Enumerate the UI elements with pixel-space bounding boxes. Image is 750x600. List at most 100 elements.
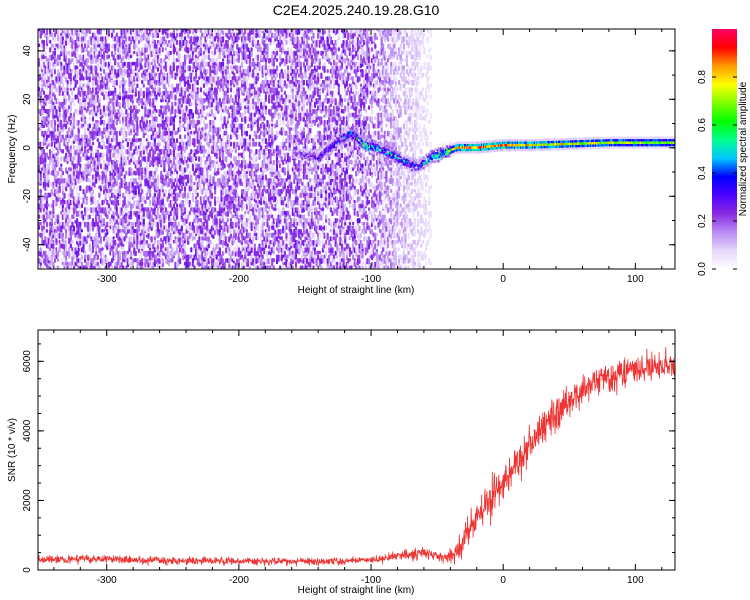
- noise-cell: [42, 90, 45, 95]
- noise-cell: [182, 39, 185, 47]
- noise-cell: [50, 69, 53, 75]
- noise-cell: [215, 152, 218, 159]
- noise-cell: [63, 94, 66, 100]
- noise-cell: [42, 225, 45, 230]
- noise-cell: [169, 218, 172, 222]
- noise-cell: [60, 258, 63, 263]
- noise-cell: [179, 123, 182, 130]
- noise-cell: [79, 258, 82, 264]
- noise-cell: [139, 87, 142, 92]
- noise-cell: [85, 199, 88, 206]
- noise-cell: [223, 261, 226, 267]
- noise-cell: [107, 47, 110, 52]
- noise-cell: [114, 239, 117, 246]
- noise-cell: [66, 87, 69, 91]
- noise-cell: [150, 29, 153, 32]
- noise-cell: [57, 170, 60, 176]
- noise-cell: [204, 149, 207, 154]
- noise-cell: [242, 265, 245, 269]
- noise-cell: [195, 72, 198, 79]
- noise-cell: [118, 101, 122, 107]
- noise-cell: [69, 72, 72, 77]
- noise-cell: [229, 87, 233, 93]
- noise-cell: [39, 192, 42, 197]
- noise-cell: [155, 167, 158, 172]
- noise-cell: [38, 163, 41, 170]
- noise-cell: [45, 72, 49, 78]
- noise-cell: [53, 258, 57, 263]
- noise-cell: [120, 178, 123, 184]
- noise-cell: [122, 167, 125, 172]
- noise-cell: [41, 87, 44, 92]
- noise-cell: [38, 116, 41, 121]
- noise-cell: [168, 83, 171, 88]
- noise-cell: [112, 29, 115, 33]
- noise-cell: [153, 192, 156, 198]
- noise-cell: [42, 29, 45, 31]
- noise-cell: [80, 254, 83, 260]
- noise-cell: [183, 90, 187, 95]
- noise-cell: [193, 119, 196, 124]
- noise-cell: [65, 207, 68, 212]
- noise-cell: [66, 29, 69, 35]
- noise-cell: [176, 207, 179, 214]
- noise-cell: [180, 138, 183, 143]
- noise-cell: [68, 203, 71, 210]
- noise-cell: [241, 181, 244, 187]
- noise-cell: [180, 185, 183, 192]
- noise-cell: [220, 138, 223, 142]
- noise-cell: [149, 192, 152, 198]
- noise-cell: [80, 229, 83, 233]
- noise-cell: [125, 79, 128, 84]
- noise-cell: [195, 156, 198, 161]
- noise-cell: [236, 29, 239, 31]
- noise-cell: [77, 32, 80, 37]
- noise-cell: [47, 170, 50, 175]
- noise-cell: [210, 101, 214, 108]
- noise-cell: [60, 210, 63, 216]
- noise-cell: [199, 39, 202, 47]
- noise-cell: [41, 265, 44, 269]
- noise-cell: [72, 101, 76, 107]
- noise-cell: [99, 58, 102, 65]
- noise-cell: [234, 149, 237, 153]
- noise-cell: [88, 163, 91, 169]
- noise-cell: [130, 210, 133, 217]
- noise-cell: [72, 225, 76, 232]
- noise-cell: [176, 32, 179, 38]
- noise-cell: [139, 145, 142, 151]
- noise-cell: [114, 87, 117, 93]
- noise-cell: [87, 221, 90, 226]
- noise-cell: [171, 258, 174, 263]
- noise-cell: [60, 87, 63, 91]
- noise-cell: [144, 43, 147, 48]
- noise-cell: [169, 50, 172, 56]
- noise-cell: [196, 87, 199, 91]
- noise-cell: [125, 90, 128, 95]
- noise-cell: [91, 189, 95, 195]
- noise-cell: [226, 83, 229, 87]
- noise-cell: [77, 199, 80, 205]
- noise-cell: [141, 167, 144, 173]
- noise-cell: [209, 58, 212, 63]
- noise-cell: [38, 69, 41, 75]
- noise-cell: [193, 236, 196, 240]
- noise-cell: [226, 243, 229, 248]
- noise-cell: [206, 134, 209, 141]
- noise-cell: [53, 69, 57, 75]
- noise-cell: [103, 94, 106, 101]
- noise-cell: [153, 170, 156, 176]
- noise-cell: [206, 178, 209, 183]
- noise-cell: [53, 119, 57, 126]
- noise-cell: [39, 170, 42, 176]
- noise-cell: [174, 236, 177, 240]
- noise-cell: [52, 181, 55, 186]
- noise-cell: [115, 130, 118, 136]
- noise-cell: [66, 90, 69, 96]
- noise-cell: [60, 163, 63, 167]
- noise-cell: [50, 76, 53, 81]
- noise-cell: [198, 236, 201, 241]
- noise-cell: [138, 25, 140, 29]
- noise-cell: [173, 25, 175, 28]
